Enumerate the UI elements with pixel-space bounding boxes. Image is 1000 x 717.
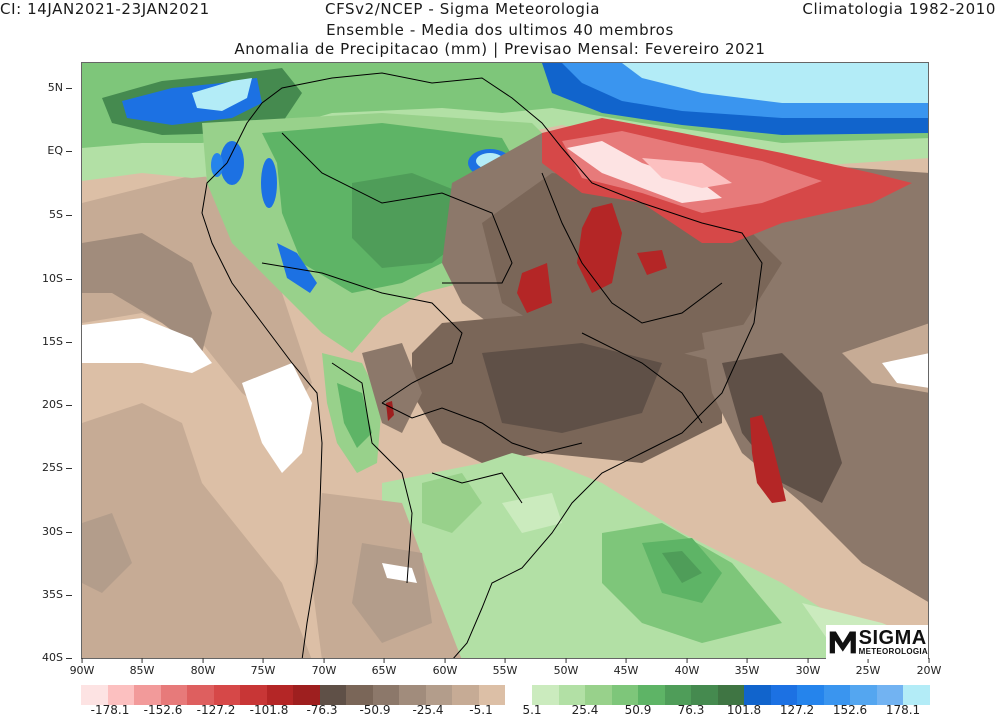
map-title: Anomalia de Precipitacao (mm) | Previsao… [234, 40, 766, 58]
colorbar-label: -101.8 [249, 703, 289, 717]
colorbar-swatch [346, 685, 373, 705]
colorbar-label: 5.1 [522, 703, 542, 717]
colorbar-label: -127.2 [196, 703, 236, 717]
lon-tick-30w: 30W [795, 658, 821, 677]
colorbar-swatch [372, 685, 399, 705]
colorbar-swatch [293, 685, 320, 705]
colorbar-positive [532, 685, 930, 705]
ensemble-subtitle: Ensemble - Media dos ultimos 40 membros [326, 21, 674, 39]
lat-tick-5s: 5S [49, 208, 72, 221]
colorbar-swatch [638, 685, 665, 705]
colorbar-swatch [903, 685, 930, 705]
lat-tick-eq: EQ [47, 144, 72, 157]
lat-tick-40s: 40S [42, 651, 72, 664]
lat-tick-30s: 30S [42, 525, 72, 538]
colorbar-swatch [744, 685, 771, 705]
logo-text-sigma: SIGMA [858, 627, 927, 649]
source-label: CFSv2/NCEP - Sigma Meteorologia [325, 0, 601, 18]
colorbar-label: -76.3 [306, 703, 338, 717]
colorbar-swatch [664, 685, 691, 705]
colorbar-swatch [691, 685, 718, 705]
initial-conditions-label: CI: 14JAN2021-23JAN2021 [0, 0, 210, 18]
colorbar-label: 178.1 [885, 703, 921, 717]
colorbar-swatch [160, 685, 187, 705]
lon-tick-60w: 60W [432, 658, 458, 677]
colorbar-swatch [240, 685, 267, 705]
lat-tick-10s: 10S [42, 272, 72, 285]
lat-tick-15s: 15S [42, 335, 72, 348]
colorbar-label: 127.2 [779, 703, 815, 717]
lon-tick-50w: 50W [553, 658, 579, 677]
lon-tick-35w: 35W [734, 658, 760, 677]
colorbar-label: -152.6 [143, 703, 183, 717]
colorbar-swatch [876, 685, 903, 705]
colorbar-label: 152.6 [832, 703, 868, 717]
lon-tick-65w: 65W [371, 658, 397, 677]
colorbar-swatch [478, 685, 505, 705]
lon-tick-20w: 20W [916, 658, 942, 677]
colorbar-label: -5.1 [469, 703, 493, 717]
colorbar-swatch [266, 685, 293, 705]
lon-tick-45w: 45W [613, 658, 639, 677]
colorbar-swatch [532, 685, 559, 705]
colorbar-swatch [717, 685, 744, 705]
colorbar-label: 101.8 [726, 703, 762, 717]
colorbar-swatch [425, 685, 452, 705]
colorbar-swatch [187, 685, 214, 705]
colorbar-label: 50.9 [624, 703, 652, 717]
colorbar-label: -178.1 [90, 703, 130, 717]
anomaly-field [82, 63, 928, 658]
colorbar-label: -25.4 [412, 703, 444, 717]
colorbar-swatch [558, 685, 585, 705]
colorbar-swatch [850, 685, 877, 705]
colorbar-swatch [797, 685, 824, 705]
lon-tick-90w: 90W [69, 658, 95, 677]
colorbar-swatch [319, 685, 346, 705]
sigma-m-icon [829, 631, 856, 654]
colorbar-swatch [134, 685, 161, 705]
colorbar-swatch [611, 685, 638, 705]
lon-tick-70w: 70W [311, 658, 337, 677]
colorbar-swatch [452, 685, 479, 705]
colorbar-label: -50.9 [359, 703, 391, 717]
lon-tick-75w: 75W [250, 658, 276, 677]
lat-tick-20s: 20S [42, 398, 72, 411]
lat-tick-5n: 5N [48, 81, 72, 94]
precipitation-anomaly-map [81, 62, 929, 659]
colorbar-swatch [107, 685, 134, 705]
climatology-label: Climatologia 1982-2010 [802, 0, 996, 18]
colorbar-negative [81, 685, 505, 705]
lon-tick-80w: 80W [190, 658, 216, 677]
colorbar-swatch [823, 685, 850, 705]
colorbar-swatch [213, 685, 240, 705]
colorbar-swatch [81, 685, 108, 705]
colorbar-swatch [585, 685, 612, 705]
colorbar-label: 25.4 [571, 703, 599, 717]
lon-tick-25w: 25W [855, 658, 881, 677]
sigma-logo: SIGMA METEOROLOGIA [826, 625, 928, 659]
logo-text-meteorologia: METEOROLOGIA [858, 647, 928, 656]
colorbar-label: 76.3 [677, 703, 705, 717]
lat-tick-35s: 35S [42, 588, 72, 601]
colorbar-swatch [399, 685, 426, 705]
lon-tick-85w: 85W [129, 658, 155, 677]
lon-tick-40w: 40W [674, 658, 700, 677]
lon-tick-55w: 55W [492, 658, 518, 677]
lat-tick-25s: 25S [42, 461, 72, 474]
colorbar-swatch [770, 685, 797, 705]
